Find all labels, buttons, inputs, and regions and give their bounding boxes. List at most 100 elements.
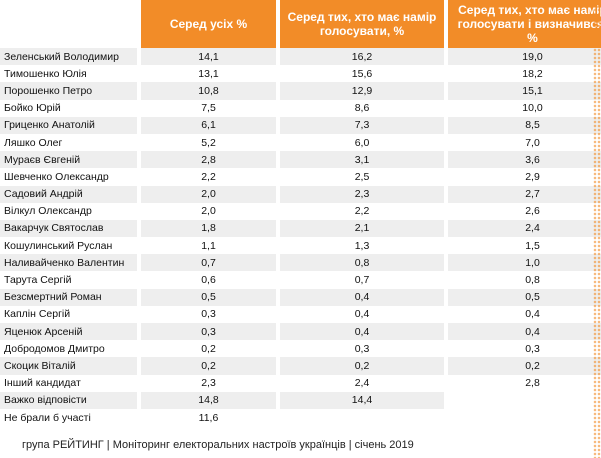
candidate-name: Тарута Сергій (4, 274, 72, 287)
percent-cell: 0,5 (141, 288, 276, 306)
column-header: Серед усіх % (141, 0, 276, 48)
percent-cell: 2,3 (201, 377, 216, 390)
candidate-name: Яценюк Арсеній (0, 323, 137, 341)
percent-cell: 2,8 (141, 151, 276, 169)
candidate-name: Добродомов Дмитро (4, 342, 105, 355)
candidate-name: Шевченко Олександр (4, 170, 109, 183)
table-row: Кошулинський Руслан 1,1 1,3 1,5 (0, 237, 601, 254)
table-row: Каплін Сергій 0,3 0,4 0,4 (0, 306, 601, 323)
percent-cell: 0,3 (201, 308, 216, 321)
candidate-name: Зеленський Володимир (0, 48, 137, 66)
table-row: Тарута Сергій 0,6 0,7 0,8 (0, 271, 601, 288)
percent-cell: 2,2 (201, 170, 216, 183)
percent-cell: 2,3 (280, 185, 444, 203)
table-row: Шевченко Олександр 2,2 2,5 2,9 (0, 168, 601, 185)
percent-cell: 15,6 (351, 67, 373, 80)
table-row: Яценюк Арсеній 0,3 0,4 0,4 (0, 323, 601, 341)
percent-cell: 2,0 (201, 205, 216, 218)
percent-cell: 0,2 (448, 357, 601, 375)
candidate-name: Тимошенко Юлія (4, 67, 87, 80)
percent-cell: 5,2 (201, 136, 216, 149)
percent-cell: 2,8 (525, 377, 540, 390)
percent-cell: 0,6 (201, 274, 216, 287)
table-row: Наливайченко Валентин 0,7 0,8 1,0 (0, 254, 601, 272)
table-row: Порошенко Петро 10,8 12,9 15,1 (0, 82, 601, 100)
percent-cell: 1,3 (354, 239, 370, 252)
table-row: Добродомов Дмитро 0,2 0,3 0,3 (0, 340, 601, 357)
candidate-name: Бойко Юрій (4, 102, 61, 115)
table-body: Зеленський Володимир 14,1 16,2 19,0 Тимошенк… (0, 48, 601, 427)
candidate-name: Ляшко Олег (4, 136, 63, 149)
percent-cell: 14,1 (141, 48, 276, 66)
percent-cell: 1,8 (141, 219, 276, 238)
percent-cell: 2,7 (448, 185, 601, 203)
table-row: Бойко Юрій 7,5 8,6 10,0 (0, 100, 601, 117)
percent-cell: 11,6 (198, 411, 219, 424)
empty-cell (280, 408, 444, 427)
percent-cell: 0,3 (354, 342, 370, 355)
percent-cell: 0,2 (201, 342, 216, 355)
percent-cell: 7,0 (525, 136, 540, 149)
candidate-name: Важко відповісти (0, 391, 137, 409)
percent-cell: 0,7 (141, 254, 276, 272)
candidate-name: Скоцик Віталій (0, 357, 137, 375)
candidate-name: Каплін Сергій (4, 308, 71, 321)
percent-cell: 2,4 (354, 377, 370, 390)
percent-cell: 7,5 (201, 102, 216, 115)
empty-cell (448, 391, 601, 409)
percent-cell: 0,3 (141, 323, 276, 341)
table-row: Ляшко Олег 5,2 6,0 7,0 (0, 134, 601, 151)
percent-cell: 13,1 (198, 67, 219, 80)
percent-cell: 2,1 (280, 219, 444, 238)
percent-cell: 1,5 (525, 239, 540, 252)
percent-cell: 0,4 (280, 323, 444, 341)
percent-cell: 7,3 (280, 116, 444, 134)
table-row: Зеленський Володимир 14,1 16,2 19,0 (0, 48, 601, 66)
candidate-name: Безсмертний Роман (0, 288, 137, 306)
candidate-name: Порошенко Петро (0, 82, 137, 100)
candidate-name: Кошулинський Руслан (4, 239, 113, 252)
percent-cell: 2,9 (525, 170, 540, 183)
table-row: Важко відповісти 14,8 14,4 (0, 391, 601, 409)
percent-cell: 6,0 (354, 136, 370, 149)
percent-cell: 6,1 (141, 116, 276, 134)
percent-cell: 2,6 (525, 205, 540, 218)
table-row: Тимошенко Юлія 13,1 15,6 18,2 (0, 65, 601, 82)
percent-cell: 0,8 (525, 274, 540, 287)
percent-cell: 0,2 (141, 357, 276, 375)
candidate-name: Гриценко Анатолій (0, 116, 137, 134)
header-blank (0, 0, 137, 48)
table-row: Скоцик Віталій 0,2 0,2 0,2 (0, 357, 601, 375)
percent-cell: 1,1 (201, 239, 216, 252)
empty-cell (448, 408, 601, 427)
percent-cell: 2,0 (141, 185, 276, 203)
percent-cell: 10,8 (141, 82, 276, 100)
table-row: Не брали б участі 11,6 (0, 408, 601, 427)
percent-cell: 14,4 (280, 391, 444, 409)
footer: група РЕЙТИНГ | Моніторинг електоральних… (22, 439, 414, 451)
percent-cell: 19,0 (448, 48, 601, 66)
candidate-name: Садовий Андрій (0, 185, 137, 203)
table-row: Гриценко Анатолій 6,1 7,3 8,5 (0, 116, 601, 134)
percent-cell: 15,1 (448, 82, 601, 100)
percent-cell: 0,7 (354, 274, 370, 287)
header-row: Серед усіх % Серед тих, хто має намір гол… (0, 0, 601, 48)
table-row: Інший кандидат 2,3 2,4 2,8 (0, 375, 601, 392)
percent-cell: 2,4 (448, 219, 601, 238)
table-row: Мураєв Євгеній 2,8 3,1 3,6 (0, 151, 601, 169)
table-row: Садовий Андрій 2,0 2,3 2,7 (0, 185, 601, 203)
decoration (593, 0, 601, 458)
candidate-name: Не брали б участі (4, 411, 91, 424)
table-row: Вакарчук Святослав 1,8 2,1 2,4 (0, 219, 601, 238)
percent-cell: 3,6 (448, 151, 601, 169)
table-row: Вілкул Олександр 2,0 2,2 2,6 (0, 203, 601, 220)
candidate-name: Вілкул Олександр (4, 205, 92, 218)
percent-cell: 8,5 (448, 116, 601, 134)
percent-cell: 18,2 (522, 67, 543, 80)
percent-cell: 14,8 (141, 391, 276, 409)
percent-cell: 3,1 (280, 151, 444, 169)
percent-cell: 0,8 (280, 254, 444, 272)
percent-cell: 0,5 (448, 288, 601, 306)
candidate-name: Інший кандидат (4, 377, 81, 390)
